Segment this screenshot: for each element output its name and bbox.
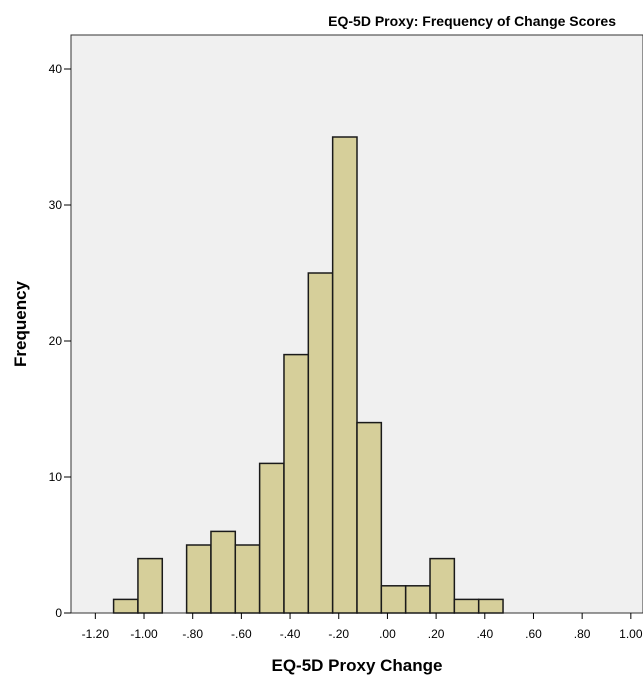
histogram-bar-8 [307,272,334,614]
histogram-bar-6 [258,462,285,614]
y-tick-label-2: 20 [49,334,63,348]
histogram-bar-15 [477,598,504,614]
y-tick-label-4: 40 [49,62,63,76]
y-axis: 0 10 20 30 40 [49,62,71,620]
histogram-bar-4 [210,530,237,614]
histogram-bar-0 [112,598,139,614]
x-tick-label-4: -.40 [280,627,301,641]
x-tick-label-9: .60 [525,627,542,641]
y-tick-label-0: 0 [55,606,62,620]
histogram-bar-14 [453,598,480,614]
histogram-bar-9 [331,136,358,614]
chart-title: EQ-5D Proxy: Frequency of Change Scores [328,13,616,29]
x-tick-label-3: -.60 [231,627,252,641]
x-axis-title: EQ-5D Proxy Change [272,656,443,675]
y-tick-label-3: 30 [49,198,63,212]
histogram-bar-3 [185,544,212,614]
x-axis: -1.20 -1.00 -.80 -.60 -.40 -.20 .00 .20 .40 .60 .8… [82,613,643,641]
x-tick-label-10: .80 [574,627,591,641]
histogram-bar-13 [429,557,456,614]
y-axis-title: Frequency [11,280,30,367]
bars-layer [112,136,504,614]
x-tick-label-7: .20 [428,627,445,641]
x-tick-label-0: -1.20 [82,627,110,641]
x-tick-label-8: .40 [476,627,493,641]
x-tick-label-5: -.20 [328,627,349,641]
y-tick-label-1: 10 [49,470,63,484]
histogram-bar-5 [234,544,261,614]
histogram-bar-7 [283,353,310,614]
histogram-bar-12 [404,585,431,614]
x-tick-label-1: -1.00 [130,627,158,641]
x-tick-label-6: .00 [379,627,396,641]
x-tick-label-2: -.80 [182,627,203,641]
histogram-bar-11 [380,585,407,614]
x-tick-label-11: 1.00 [619,627,643,641]
histogram-bar-10 [356,421,383,614]
histogram-bar-1 [137,557,164,614]
